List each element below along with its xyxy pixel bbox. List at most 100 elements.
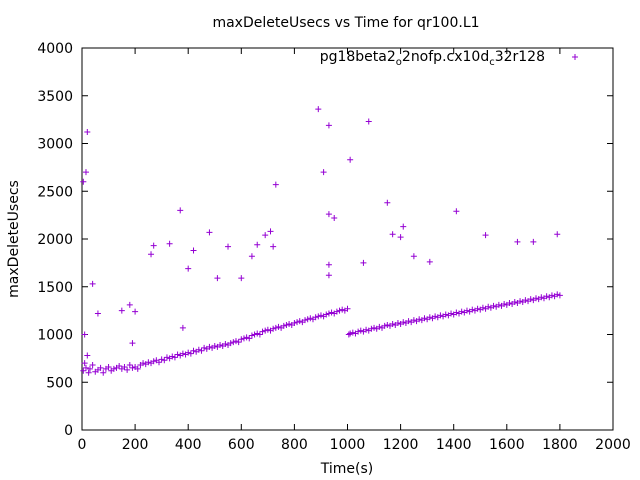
data-point [150,242,157,249]
x-tick-label: 0 [78,437,87,453]
data-point [232,338,239,345]
data-point [272,324,279,331]
data-point [80,178,87,185]
data-point [463,307,470,314]
data-point [140,360,147,367]
data-point [82,169,89,176]
data-point [453,208,460,215]
data-point [280,322,287,329]
data-point [482,232,489,239]
y-tick-label: 1500 [37,280,73,296]
data-point [238,275,245,282]
data-point [211,342,218,349]
y-tick-label: 500 [46,375,73,391]
axis-ticks: 0 200 400 600 800 1000 1200 1400 1600 1800 2000 0 50… [37,41,630,453]
data-point [84,352,91,359]
data-point [150,358,157,365]
data-point [315,106,322,113]
data-point [517,298,524,305]
y-tick-label: 2500 [37,184,73,200]
data-point [363,326,370,333]
data-point [171,354,178,361]
data-point [302,317,309,324]
data-point [161,357,168,364]
data-point [129,364,136,371]
x-tick-label: 600 [228,437,255,453]
data-point [169,353,176,360]
data-point [349,329,356,336]
data-point [328,309,335,316]
data-point [100,369,107,376]
data-point [554,291,561,298]
data-points [80,106,563,376]
legend-label: pg18beta2o2nofp.cx10dc32r128 [320,49,545,68]
data-point [116,363,123,370]
x-tick-label: 1400 [436,437,472,453]
data-point [442,311,449,318]
data-point [86,365,93,372]
data-point [240,335,247,342]
data-point [347,330,354,337]
data-point [384,199,391,206]
data-point [214,275,221,282]
data-point [238,336,245,343]
y-tick-label: 4000 [37,41,73,57]
x-tick-label: 2000 [595,437,631,453]
data-point [474,305,481,312]
data-point [469,306,476,313]
y-tick-label: 1000 [37,328,73,344]
legend: pg18beta2o2nofp.cx10dc32r128 [320,49,578,68]
data-point [94,310,101,317]
data-point [81,331,88,338]
data-point [416,316,423,323]
data-point [206,229,213,236]
data-point [421,315,428,322]
legend-marker-symbol [572,54,578,60]
data-point [185,349,192,356]
x-tick-label: 400 [175,437,202,453]
data-point [325,272,332,279]
data-point [543,293,550,300]
data-point [317,312,324,319]
data-point [331,214,338,221]
data-point [206,343,213,350]
data-point [437,312,444,319]
data-point [222,341,229,348]
data-point [315,313,322,320]
data-point [270,243,277,250]
data-point [304,316,311,323]
data-point [522,297,529,304]
data-point [286,320,293,327]
x-tick-label: 1800 [542,437,578,453]
data-point [121,363,128,370]
data-point [506,299,513,306]
data-point [325,261,332,268]
data-point [384,321,391,328]
data-point [495,301,502,308]
data-point [118,307,125,314]
data-point [410,317,417,324]
data-point [145,359,152,366]
data-point [400,223,407,230]
data-point [262,232,269,239]
chart-title: maxDeleteUsecs vs Time for qr100.L1 [212,15,479,31]
data-point [514,238,521,245]
data-point [533,295,540,302]
data-point [530,238,537,245]
data-point [97,364,104,371]
data-point [345,331,352,338]
data-point [270,325,277,332]
data-point [394,320,401,327]
data-point [262,327,269,334]
data-point [254,330,261,337]
data-point [294,319,301,326]
data-point [129,340,136,347]
data-point [126,301,133,308]
data-point [166,240,173,247]
data-point [272,181,279,188]
data-point [527,296,534,303]
data-point [148,251,155,258]
x-tick-label: 1000 [330,437,366,453]
